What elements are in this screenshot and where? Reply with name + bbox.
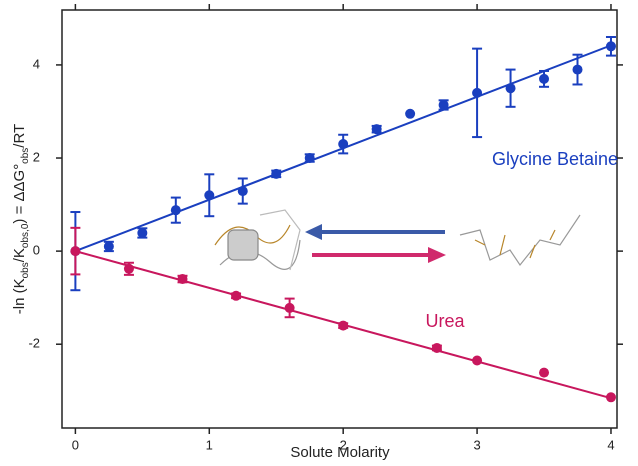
point — [605, 392, 616, 403]
point — [237, 186, 248, 197]
x-axis-label: Solute Molarity — [290, 444, 390, 461]
x-tick-label: 0 — [72, 437, 79, 452]
point — [271, 168, 282, 179]
point — [405, 108, 416, 119]
point — [304, 153, 315, 164]
point — [539, 73, 550, 84]
point — [103, 241, 114, 252]
y-label-part: /RT — [11, 124, 28, 148]
y-label-part: obs,0 — [20, 223, 31, 248]
point — [70, 246, 81, 257]
point — [505, 83, 516, 94]
y-tick-label: 4 — [33, 56, 40, 71]
point — [438, 99, 449, 110]
point — [472, 355, 483, 366]
x-tick-label: 2 — [340, 437, 347, 452]
point — [371, 124, 382, 135]
y-axis-label: -ln (Kobs/Kobs,0) = ΔΔG°obs/RT — [11, 124, 31, 314]
x-tick-label: 4 — [607, 437, 614, 452]
arrows — [305, 224, 446, 263]
molecule-folded — [214, 209, 301, 271]
point — [605, 41, 616, 52]
series-annotation: Urea — [425, 311, 465, 331]
y-label-part: -ln (K — [11, 278, 28, 314]
y-label-part: ) = ΔΔG° — [11, 164, 28, 224]
series-annotation: Glycine Betaine — [492, 149, 618, 169]
y-label-part: obs — [20, 262, 31, 278]
y-label-part: /K — [11, 248, 28, 262]
point — [204, 190, 215, 201]
point — [177, 274, 188, 285]
point — [472, 87, 483, 98]
point — [572, 64, 583, 75]
point — [338, 139, 349, 150]
molecule-unfolded — [459, 214, 581, 267]
point — [170, 205, 181, 216]
x-tick-label: 1 — [206, 437, 213, 452]
point — [231, 290, 242, 301]
point — [539, 367, 550, 378]
y-tick-label: 2 — [33, 149, 40, 164]
y-tick-label: 0 — [33, 243, 40, 258]
point — [137, 227, 148, 238]
point — [284, 302, 295, 313]
point — [431, 342, 442, 353]
x-tick-label: 3 — [473, 437, 480, 452]
plot-frame — [61, 9, 618, 429]
y-tick-label: -2 — [28, 336, 40, 351]
point — [123, 263, 134, 274]
point — [338, 320, 349, 331]
y-label-part: obs — [20, 148, 31, 164]
